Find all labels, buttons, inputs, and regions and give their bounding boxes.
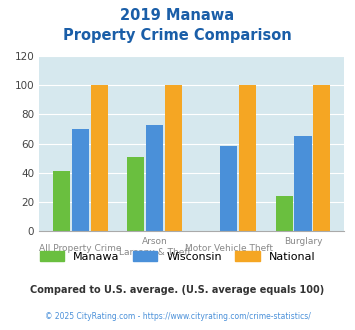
Bar <box>91 85 108 231</box>
Bar <box>220 147 237 231</box>
Bar <box>127 157 144 231</box>
Bar <box>72 129 89 231</box>
Text: Compared to U.S. average. (U.S. average equals 100): Compared to U.S. average. (U.S. average … <box>31 285 324 295</box>
Bar <box>313 85 331 231</box>
Bar <box>146 125 163 231</box>
Bar <box>53 171 70 231</box>
Legend: Manawa, Wisconsin, National: Manawa, Wisconsin, National <box>36 247 320 267</box>
Text: Property Crime Comparison: Property Crime Comparison <box>63 28 292 43</box>
Bar <box>275 196 293 231</box>
Bar <box>239 85 256 231</box>
Bar <box>295 136 312 231</box>
Text: © 2025 CityRating.com - https://www.cityrating.com/crime-statistics/: © 2025 CityRating.com - https://www.city… <box>45 312 310 321</box>
Text: 2019 Manawa: 2019 Manawa <box>120 8 235 23</box>
Bar <box>165 85 182 231</box>
